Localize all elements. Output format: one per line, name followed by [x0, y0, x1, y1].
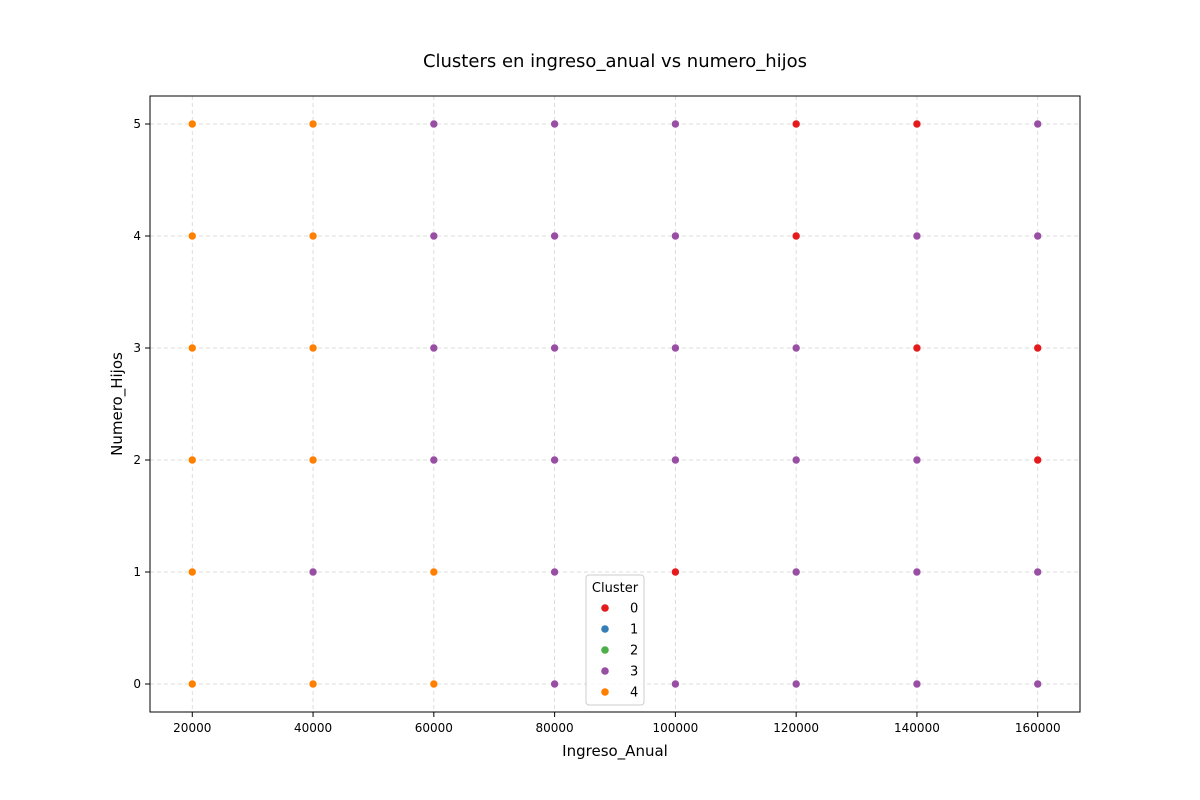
plot-frame: [149, 95, 1081, 713]
legend-label-3: 3: [630, 665, 638, 680]
x-tick-label: 20000: [173, 721, 211, 735]
point-cluster-0: [1033, 343, 1043, 353]
y-tick-label: 4: [133, 229, 141, 243]
point-cluster-3: [671, 119, 680, 129]
legend-marker-2: [601, 646, 609, 654]
point-cluster-3: [791, 567, 801, 577]
point-cluster-3: [912, 231, 922, 241]
point-cluster-3: [550, 231, 559, 241]
x-tick-label: 80000: [536, 721, 574, 735]
y-tick-label: 0: [133, 677, 141, 691]
x-tick-label: 160000: [1015, 721, 1061, 735]
point-cluster-4: [308, 343, 318, 353]
point-cluster-3: [1033, 231, 1043, 241]
y-axis-label: Numero_Hijos: [108, 352, 127, 456]
legend-label-4: 4: [630, 686, 638, 701]
point-cluster-4: [308, 679, 318, 689]
point-cluster-3: [550, 343, 559, 353]
point-cluster-0: [791, 231, 801, 241]
point-cluster-4: [187, 679, 197, 689]
point-cluster-3: [912, 679, 922, 689]
point-cluster-4: [187, 455, 197, 465]
point-cluster-3: [912, 455, 922, 465]
point-cluster-4: [308, 231, 318, 241]
point-cluster-0: [791, 119, 801, 129]
y-tick-label: 3: [133, 341, 141, 355]
y-tick-label: 1: [133, 565, 141, 579]
point-cluster-4: [308, 119, 318, 129]
point-cluster-4: [187, 231, 197, 241]
legend-box: [585, 574, 645, 706]
x-tick-label: 140000: [894, 721, 940, 735]
legend-marker-3: [601, 667, 609, 675]
point-cluster-4: [429, 567, 439, 577]
tick-layer: 20000 40000 60000 80000 100000 120000 140000 16…: [133, 117, 1060, 735]
legend-label-0: 0: [630, 602, 638, 617]
y-tick-label: 5: [133, 117, 141, 131]
point-cluster-4: [187, 119, 197, 129]
point-cluster-0: [912, 343, 922, 353]
point-cluster-3: [671, 343, 680, 353]
legend: Cluster 0 1 2 3 4: [585, 574, 645, 706]
point-cluster-4: [187, 567, 197, 577]
point-cluster-3: [550, 679, 559, 689]
point-cluster-3: [912, 567, 922, 577]
point-cluster-3: [1033, 567, 1043, 577]
point-cluster-3: [671, 231, 680, 241]
point-cluster-3: [429, 119, 439, 129]
point-cluster-3: [671, 455, 680, 465]
point-cluster-3: [791, 343, 801, 353]
legend-title: Cluster: [592, 581, 639, 596]
point-cluster-3: [308, 567, 318, 577]
point-cluster-4: [187, 343, 197, 353]
point-cluster-0: [1033, 455, 1043, 465]
point-cluster-3: [550, 455, 559, 465]
x-tick-label: 120000: [773, 721, 819, 735]
legend-marker-0: [601, 604, 609, 612]
legend-marker-4: [601, 688, 609, 696]
point-cluster-3: [429, 231, 439, 241]
point-cluster-3: [429, 455, 439, 465]
points-layer: [187, 119, 1043, 689]
point-cluster-3: [1033, 679, 1043, 689]
point-cluster-4: [308, 455, 318, 465]
x-axis-label: Ingreso_Anual: [562, 742, 668, 761]
point-cluster-3: [671, 679, 680, 689]
point-cluster-3: [550, 567, 559, 577]
x-tick-label: 60000: [415, 721, 453, 735]
legend-label-2: 2: [630, 644, 638, 659]
point-cluster-0: [671, 567, 680, 577]
point-cluster-3: [791, 455, 801, 465]
x-tick-label: 100000: [652, 721, 698, 735]
point-cluster-3: [1033, 119, 1043, 129]
grid-layer: [150, 96, 1080, 712]
point-cluster-3: [429, 343, 439, 353]
point-cluster-3: [791, 679, 801, 689]
legend-marker-1: [601, 625, 609, 633]
legend-label-1: 1: [630, 623, 638, 638]
x-tick-label: 40000: [294, 721, 332, 735]
y-tick-label: 2: [133, 453, 141, 467]
point-cluster-3: [550, 119, 559, 129]
chart-title: Clusters en ingreso_anual vs numero_hijo…: [423, 51, 807, 72]
point-cluster-4: [429, 679, 439, 689]
point-cluster-0: [912, 119, 922, 129]
